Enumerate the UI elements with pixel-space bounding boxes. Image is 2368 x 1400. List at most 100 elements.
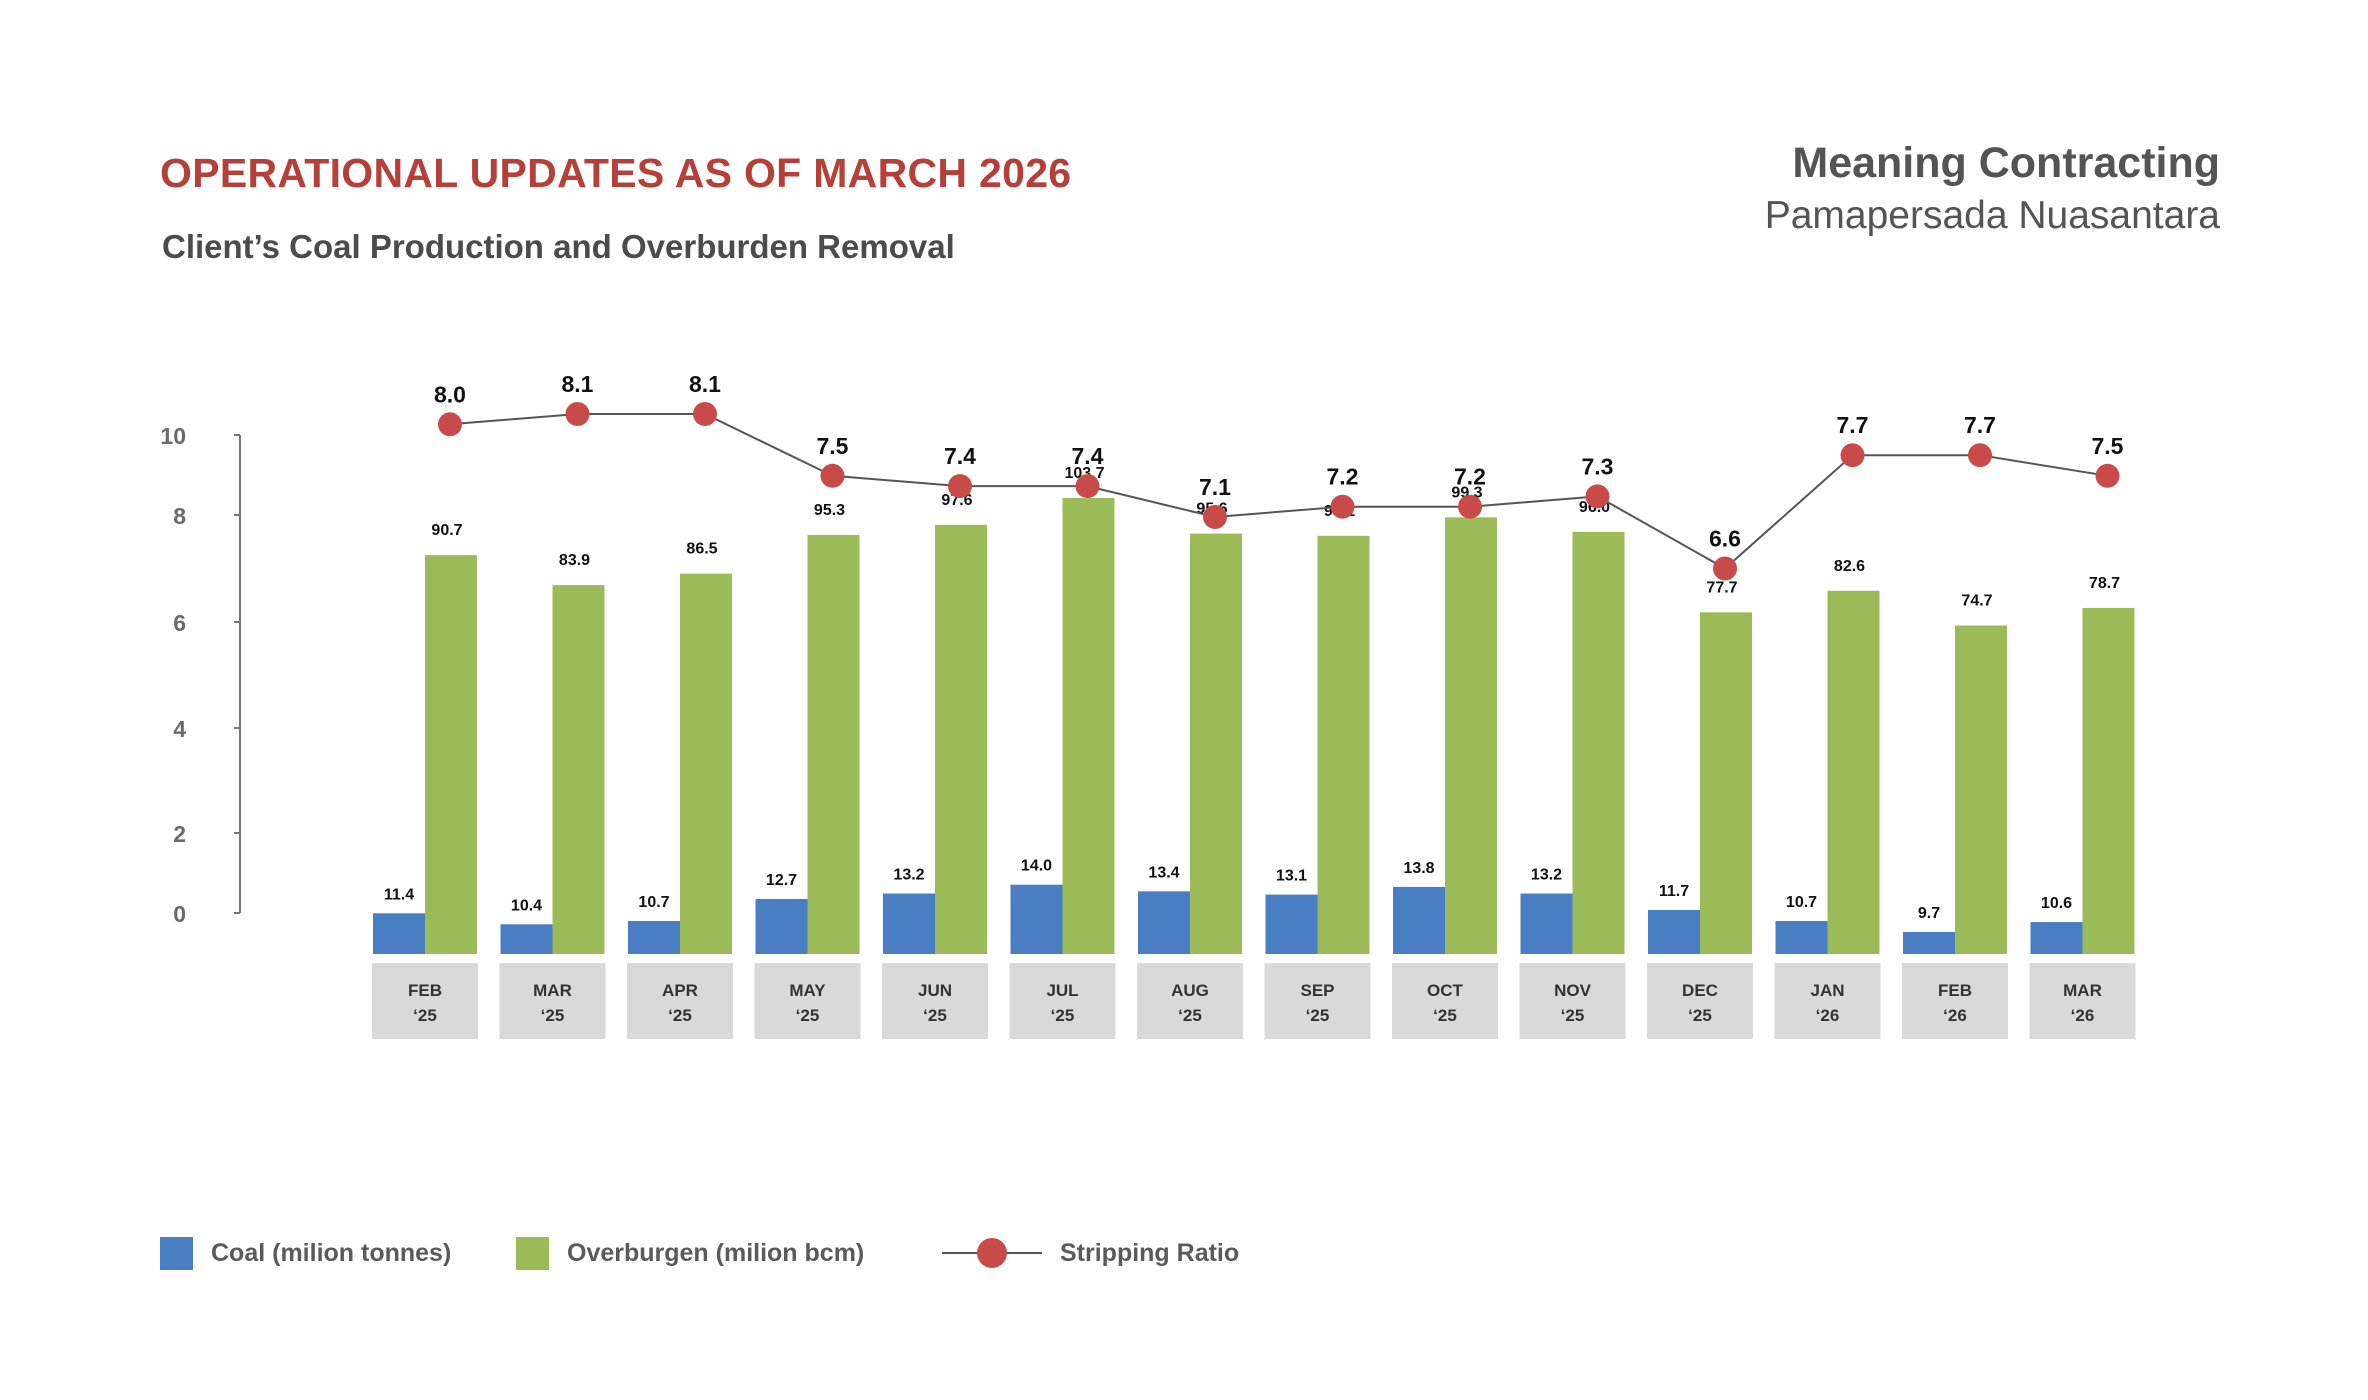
overburden-data-label: 95.3 [814,502,845,519]
stripping-ratio-label: 6.6 [1709,526,1741,552]
stripping-ratio-line [449,413,2108,570]
chart-legend: Coal (milion tonnes) Overburgen (milion … [0,1228,2368,1278]
coal-data-label: 14.0 [1021,858,1052,875]
stripping-ratio-label: 8.1 [689,371,721,397]
overburden-bar [1062,498,1115,954]
overburden-bar [1572,531,1625,954]
y-axis-tick-label: 0 [173,901,186,927]
stripping-ratio-point [1203,505,1227,529]
category-box [1774,963,1881,1039]
brand-name: Meaning Contracting [1792,139,2220,187]
brand-block: Meaning Contracting Pamapersada Nuasanta… [1765,138,2220,244]
overburden-data-label: 74.7 [1961,593,1992,610]
overburden-bar [2082,607,2135,954]
overburden-bar [680,573,732,954]
coal-data-label: 10.7 [638,894,669,911]
stripping-ratio-point [2095,463,2120,488]
x-tick-label-month: JUL [1046,981,1078,1000]
coal-data-label: 11.7 [1659,883,1689,900]
category-box [627,963,733,1039]
coal-data-label: 11.4 [384,886,414,903]
x-tick-label-month: FEB [1938,981,1972,1000]
stripping-ratio-label: 7.5 [2092,433,2124,459]
stripping-ratio-label: 7.4 [944,443,976,469]
x-tick-label-year: ‘25 [1561,1006,1585,1025]
x-tick-label-year: ‘26 [1943,1006,1967,1025]
stripping-ratio-point [948,474,972,499]
x-tick-label-month: MAR [533,981,572,1000]
overburden-bar [1955,625,2007,954]
x-tick-label-month: AUG [1171,981,1209,1000]
chart-subtitle: Client’s Coal Production and Overburden … [162,228,955,265]
y-axis-tick-label: 10 [160,423,186,449]
coal-data-label: 9.7 [1918,905,1940,922]
y-axis-tick-label: 8 [173,503,186,529]
y-axis-tick-label: 2 [173,821,186,847]
legend-swatch-coal [160,1236,193,1270]
overburden-data-label: 78.7 [2089,575,2120,592]
y-axis-tick-label: 6 [173,610,186,636]
coal-bar [755,899,808,954]
x-tick-label-year: ‘26 [2071,1006,2095,1025]
stripping-ratio-point [1968,443,1992,468]
overburden-bar [1317,535,1370,954]
x-tick-label-month: NOV [1554,981,1592,1000]
coal-bar [1648,910,1700,954]
coal-bar [1138,891,1190,954]
x-tick-label-year: ‘25 [668,1006,692,1025]
x-tick-label-month: MAY [789,981,826,1000]
coal-bar [1903,932,1955,954]
stripping-ratio-label: 8.0 [434,381,466,407]
x-tick-label-month: FEB [408,981,442,1000]
category-box [1519,963,1626,1039]
overburden-data-label: 83.9 [559,552,590,569]
category-box [1264,963,1371,1039]
x-tick-label-month: DEC [1682,981,1718,1000]
stripping-ratio-label: 8.1 [562,371,594,397]
x-tick-label-year: ‘25 [923,1006,947,1025]
x-tick-label-month: APR [662,981,698,1000]
x-tick-label-year: ‘25 [413,1006,437,1025]
stripping-ratio-point [820,463,845,488]
x-tick-label-year: ‘26 [1816,1006,1840,1025]
stripping-ratio-point [1075,474,1100,499]
coal-data-label: 13.8 [1403,860,1434,877]
coal-bar [500,924,553,954]
category-box [754,963,861,1039]
stripping-ratio-point [1585,484,1610,509]
category-box [882,963,988,1039]
stripping-ratio-point [565,402,590,426]
x-tick-label-month: MAR [2063,981,2102,1000]
stripping-ratio-label: 7.2 [1327,464,1359,490]
coal-bar [1393,886,1445,954]
legend-label-overburden: Overburgen (milion bcm) [567,1238,865,1267]
coal-data-label: 13.1 [1276,868,1307,885]
stripping-ratio-label: 7.7 [1837,412,1869,438]
category-box [1647,963,1753,1039]
x-tick-label-year: ‘25 [1306,1006,1330,1025]
coal-bar [883,893,935,954]
legend-item-coal: Coal (milion tonnes) [160,1228,451,1278]
chart-title: OPERATIONAL UPDATES AS OF MARCH 2026 [160,150,1072,196]
x-tick-label-year: ‘25 [796,1006,820,1025]
category-box [1009,963,1116,1039]
x-tick-label-month: SEP [1300,981,1334,1000]
legend-marker-ratio [942,1238,1042,1268]
coal-data-label: 13.2 [1531,867,1562,884]
stripping-ratio-point [1840,443,1865,468]
overburden-data-label: 77.7 [1706,579,1737,596]
category-box [2029,963,2136,1039]
overburden-bar [1827,590,1880,954]
x-tick-label-year: ‘25 [541,1006,565,1025]
overburden-bar [425,555,477,954]
coal-bar [373,913,425,954]
y-axis-tick-label: 4 [173,716,186,742]
legend-item-ratio: Stripping Ratio [942,1228,1239,1278]
overburden-bar [1700,612,1752,954]
coal-data-label: 12.7 [766,872,797,889]
legend-label-ratio: Stripping Ratio [1060,1238,1240,1267]
overburden-bar [807,534,860,954]
stripping-ratio-label: 7.5 [817,433,849,459]
coal-bar [1520,893,1573,954]
